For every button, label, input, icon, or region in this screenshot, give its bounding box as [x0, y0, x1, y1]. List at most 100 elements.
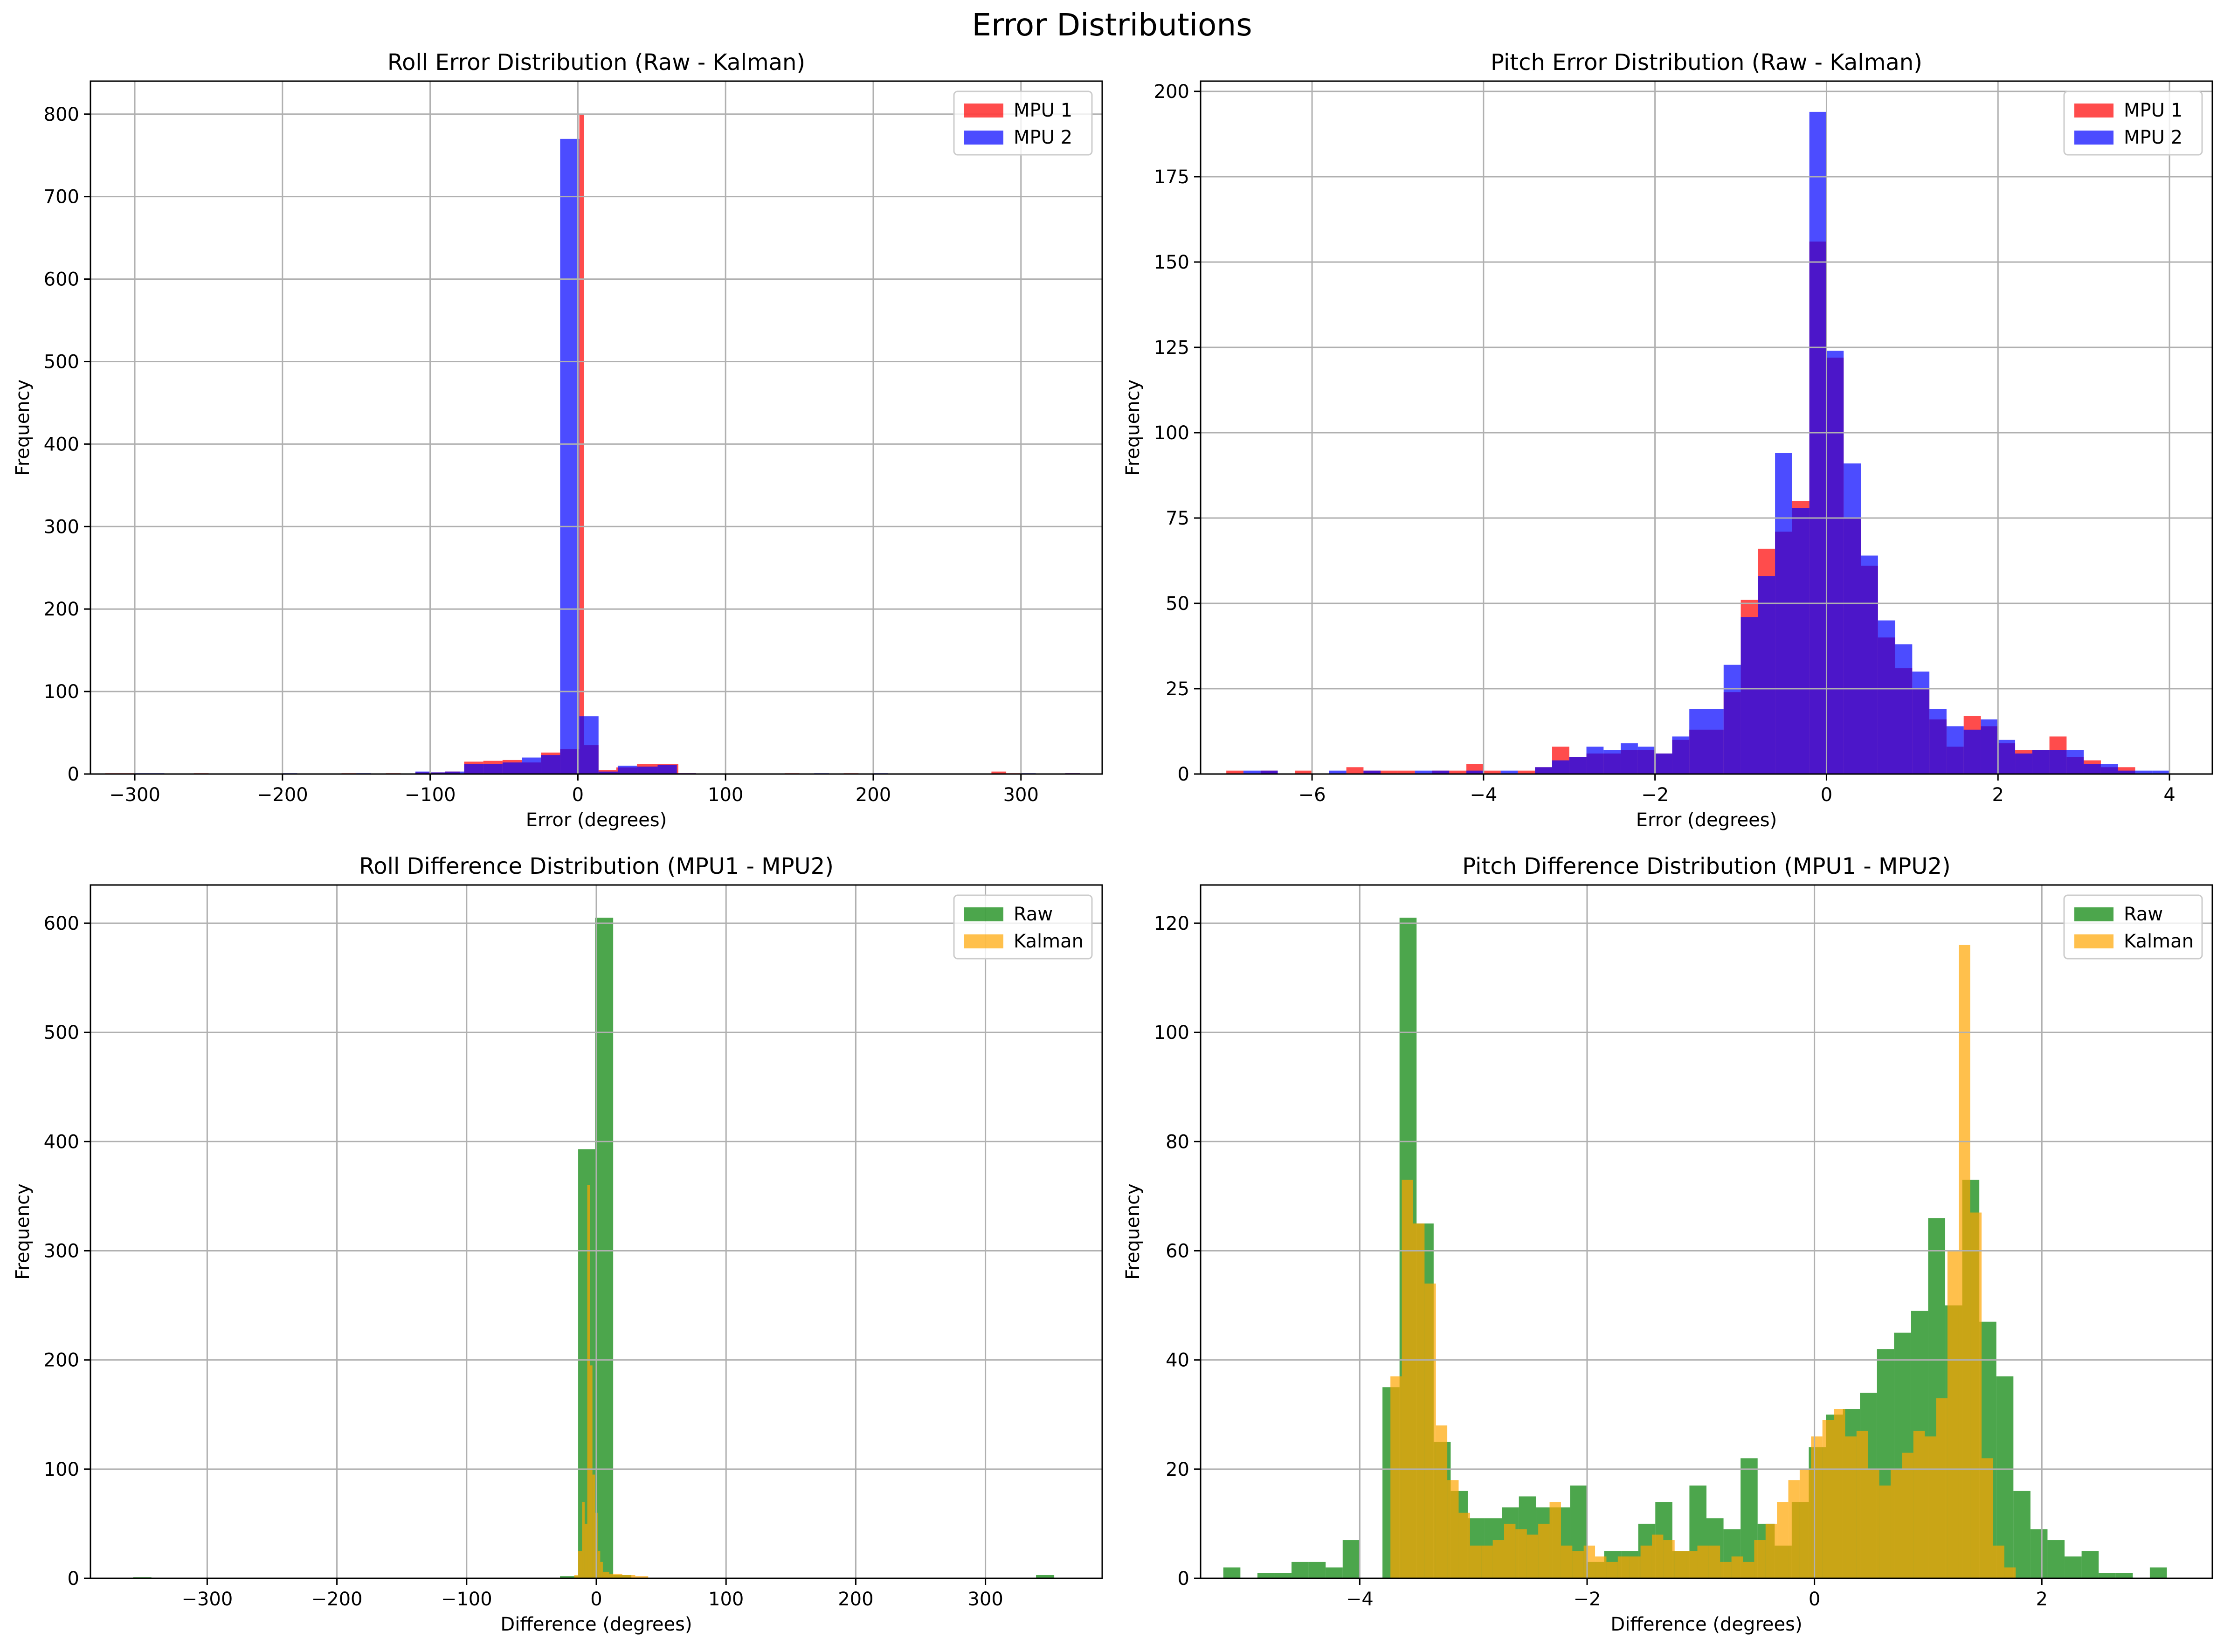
- histogram-bar: [1483, 770, 1501, 774]
- histogram-bar: [1792, 508, 1810, 774]
- histogram-bar: [609, 1574, 622, 1578]
- histogram-bar: [602, 1571, 609, 1578]
- histogram-bar: [1447, 1480, 1459, 1578]
- histogram-bar: [622, 1575, 635, 1578]
- histogram-bar: [590, 1365, 593, 1578]
- x-tick-label: 2: [2036, 1589, 2048, 1610]
- x-tick-label: −4: [1346, 1589, 1374, 1610]
- pitch-difference-panel: Pitch Difference Distribution (MPU1 - MP…: [1122, 853, 2213, 1635]
- histogram-bar: [1929, 709, 1947, 774]
- histogram-bar: [1708, 1545, 1720, 1578]
- legend-label: Raw: [2124, 904, 2163, 925]
- y-tick-label: 400: [44, 434, 79, 455]
- legend: Raw Kalman: [953, 894, 1093, 960]
- series-mpu-2: [1243, 111, 2170, 774]
- gridlines: [90, 81, 1102, 775]
- x-tick-label: −300: [109, 784, 160, 806]
- histogram-bar: [1561, 1545, 1573, 1578]
- histogram-bar: [1970, 1212, 1982, 1578]
- y-axis-label: Frequency: [1122, 1183, 1144, 1280]
- legend-swatch: [2074, 104, 2113, 118]
- x-tick-label: 200: [856, 784, 891, 806]
- y-tick-label: 0: [68, 1568, 79, 1590]
- panel-title: Roll Error Distribution (Raw - Kalman): [387, 49, 805, 76]
- histogram-bar: [1946, 726, 1964, 774]
- y-tick-label: 200: [1154, 81, 1189, 103]
- x-tick-label: −100: [405, 784, 456, 806]
- x-tick-label: −4: [1470, 784, 1497, 806]
- histogram-bar: [1549, 1502, 1561, 1578]
- histogram-bar: [1912, 671, 1930, 774]
- histogram-bar: [560, 1576, 579, 1578]
- histogram-bar: [1834, 1409, 1845, 1578]
- bars-layer: [1226, 111, 2170, 774]
- histogram-bar: [1569, 757, 1587, 774]
- y-tick-label: 600: [44, 269, 79, 290]
- y-tick-label: 0: [1178, 764, 1189, 785]
- histogram-bar: [1413, 1223, 1425, 1578]
- y-tick-label: 500: [44, 351, 79, 373]
- histogram-bar: [1583, 1545, 1595, 1578]
- bars-layer: [1223, 918, 2167, 1578]
- y-tick-label: 60: [1166, 1240, 1189, 1262]
- histogram-bar: [1925, 1436, 1936, 1578]
- y-tick-label: 500: [44, 1022, 79, 1044]
- legend-swatch: [2074, 934, 2113, 948]
- histogram-bar: [2152, 770, 2170, 774]
- x-axis-label: Difference (degrees): [1610, 1614, 1802, 1635]
- histogram-bar: [1381, 770, 1398, 774]
- histogram-bar: [1697, 1545, 1709, 1578]
- y-tick-label: 25: [1166, 678, 1189, 700]
- histogram-bar: [579, 716, 599, 774]
- histogram-bar: [1329, 770, 1347, 774]
- y-tick-label: 400: [44, 1131, 79, 1153]
- x-axis-label: Error (degrees): [1636, 809, 1777, 831]
- series-kalman: [1390, 945, 2016, 1578]
- legend-swatch: [964, 934, 1003, 948]
- histogram-bar: [1741, 617, 1758, 774]
- histogram-bar: [1674, 1551, 1686, 1578]
- histogram-bar: [1415, 770, 1432, 774]
- y-tick-label: 300: [44, 516, 79, 538]
- histogram-bar: [1458, 1513, 1470, 1578]
- roll-difference-panel: Roll Difference Distribution (MPU1 - MPU…: [12, 853, 1103, 1635]
- y-tick-label: 0: [68, 764, 79, 785]
- histogram-bar: [1799, 1469, 1811, 1578]
- x-tick-label: 300: [1003, 784, 1039, 806]
- histogram-bar: [2013, 1491, 2031, 1578]
- histogram-bar: [595, 918, 614, 1578]
- histogram-bar: [1326, 1567, 1343, 1578]
- histogram-bar: [574, 1575, 579, 1578]
- histogram-bar: [1466, 770, 1484, 774]
- histogram-bar: [1895, 644, 1913, 774]
- histogram-bar: [1586, 747, 1604, 774]
- histogram-bar: [1879, 1485, 1891, 1578]
- histogram-bar: [2135, 770, 2153, 774]
- y-tick-label: 75: [1166, 508, 1189, 529]
- histogram-bar: [1449, 770, 1467, 774]
- gridlines: [90, 885, 1102, 1579]
- x-tick-label: 2: [1992, 784, 2004, 806]
- x-tick-label: −200: [311, 1589, 363, 1610]
- histogram-bar: [1947, 1251, 1959, 1578]
- y-axis-label: Frequency: [12, 380, 34, 476]
- histogram-bar: [2047, 1540, 2065, 1578]
- histogram-bar: [2004, 1567, 2016, 1578]
- histogram-bar: [1963, 729, 1981, 774]
- histogram-bar: [1993, 1545, 2004, 1578]
- histogram-bar: [445, 771, 464, 774]
- axes-frame: [1200, 884, 2213, 1579]
- legend-swatch: [964, 131, 1003, 145]
- histogram-bar: [1913, 1431, 1925, 1578]
- histogram-bar: [657, 765, 677, 774]
- histogram-bar: [597, 1551, 601, 1578]
- histogram-bar: [637, 767, 658, 774]
- histogram-bar: [1260, 770, 1278, 774]
- histogram-bar: [1535, 767, 1552, 774]
- histogram-bar: [1432, 770, 1450, 774]
- histogram-bar: [2032, 750, 2050, 774]
- histogram-bar: [1363, 770, 1381, 774]
- histogram-bar: [2065, 1556, 2082, 1578]
- y-tick-label: 0: [1178, 1568, 1189, 1590]
- histogram-bar: [1878, 620, 1895, 774]
